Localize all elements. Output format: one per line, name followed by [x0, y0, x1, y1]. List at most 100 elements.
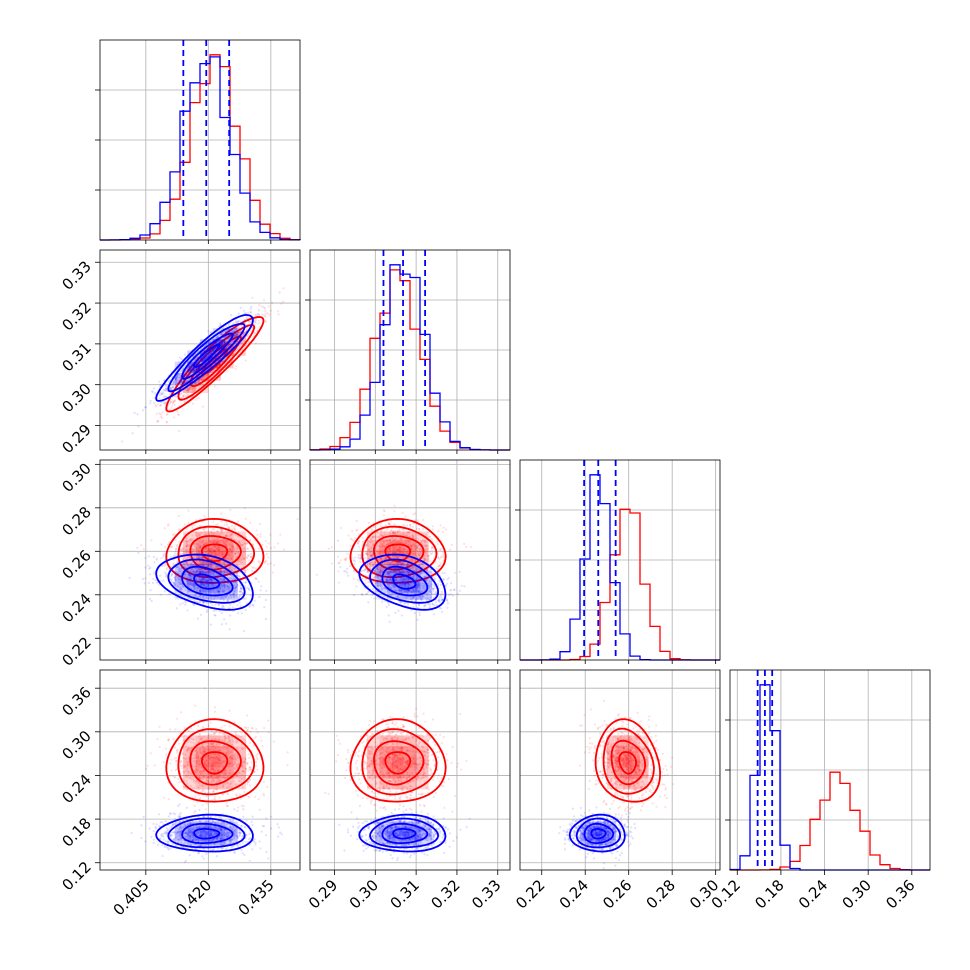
scatter-point	[206, 374, 209, 377]
scatter-point	[241, 592, 244, 596]
scatter-point	[244, 597, 247, 600]
scatter-point	[164, 401, 168, 404]
scatter-point	[156, 403, 160, 406]
scatter-point	[412, 522, 415, 525]
scatter-point	[198, 577, 201, 580]
scatter-point	[231, 578, 235, 581]
scatter-point	[263, 606, 266, 609]
scatter-point	[368, 565, 372, 568]
scatter-point	[357, 545, 361, 548]
scatter-point	[212, 582, 215, 586]
scatter-point	[201, 560, 204, 563]
scatter-point	[215, 537, 218, 540]
scatter-point	[186, 548, 189, 552]
scatter-point	[180, 587, 183, 590]
scatter-point	[187, 589, 190, 592]
scatter-point	[193, 358, 197, 361]
scatter-point	[253, 570, 256, 574]
scatter-point	[199, 567, 202, 570]
scatter-point	[208, 565, 211, 568]
scatter-point	[193, 604, 196, 607]
scatter-point	[223, 340, 226, 343]
scatter-point	[188, 369, 192, 372]
scatter-point	[187, 368, 191, 371]
scatter-point	[415, 527, 419, 530]
scatter-point	[400, 563, 404, 566]
scatter-point	[408, 540, 411, 543]
scatter-point	[219, 578, 222, 581]
scatter-point	[219, 334, 222, 337]
scatter-point	[188, 573, 191, 577]
scatter-point	[171, 384, 174, 387]
scatter-point	[421, 563, 424, 566]
scatter-point	[230, 544, 234, 548]
scatter-point	[250, 305, 253, 308]
scatter-point	[258, 561, 261, 564]
scatter-point	[228, 548, 231, 551]
scatter-point	[282, 287, 285, 290]
scatter-point	[259, 535, 262, 538]
scatter-point	[177, 576, 180, 579]
scatter-point	[402, 529, 405, 532]
scatter-point	[384, 533, 387, 536]
scatter-point	[165, 421, 168, 424]
scatter-point	[173, 533, 176, 536]
scatter-point	[149, 589, 152, 592]
scatter-point	[194, 563, 197, 566]
scatter-point	[197, 568, 200, 571]
scatter-point	[178, 360, 181, 363]
scatter-point	[155, 557, 158, 560]
scatter-point	[230, 576, 233, 580]
scatter-point	[155, 412, 158, 415]
scatter-point	[211, 572, 214, 575]
scatter-point	[186, 580, 189, 583]
scatter-point	[179, 588, 182, 591]
scatter-point	[144, 566, 147, 569]
scatter-point	[420, 550, 423, 553]
scatter-point	[231, 575, 234, 578]
scatter-point	[203, 560, 206, 564]
scatter-point	[422, 518, 425, 522]
scatter-point	[197, 549, 200, 552]
scatter-point	[245, 581, 248, 584]
scatter-point	[165, 395, 168, 398]
scatter-point	[192, 560, 195, 563]
scatter-point	[220, 342, 223, 345]
density-cell	[220, 531, 234, 540]
scatter-point	[407, 539, 410, 542]
scatter-point	[230, 550, 234, 554]
scatter-point	[191, 363, 194, 366]
scatter-point	[234, 587, 237, 590]
scatter-point	[221, 589, 225, 593]
scatter-point	[240, 587, 243, 590]
scatter-point	[224, 573, 227, 576]
scatter-point	[220, 342, 223, 345]
scatter-point	[229, 566, 232, 569]
scatter-point	[213, 581, 216, 585]
scatter-point	[426, 547, 429, 550]
scatter-point	[399, 541, 402, 544]
scatter-point	[220, 623, 223, 626]
scatter-point	[233, 552, 237, 556]
scatter-point	[371, 573, 374, 576]
scatter-point	[414, 544, 417, 548]
scatter-point	[211, 528, 214, 531]
scatter-point	[186, 569, 189, 573]
scatter-point	[195, 367, 198, 370]
scatter-point	[163, 379, 166, 382]
scatter-point	[228, 330, 231, 333]
scatter-point	[422, 539, 425, 542]
scatter-point	[189, 575, 192, 578]
scatter-point	[400, 564, 403, 567]
scatter-point	[202, 538, 205, 541]
scatter-point	[254, 576, 257, 580]
scatter-point	[185, 551, 188, 554]
scatter-point	[142, 548, 145, 551]
scatter-point	[219, 562, 222, 565]
scatter-point	[183, 394, 186, 397]
scatter-point	[426, 544, 430, 547]
scatter-point	[233, 528, 236, 532]
scatter-point	[359, 554, 362, 558]
scatter-point	[238, 590, 241, 593]
scatter-point	[195, 600, 199, 604]
